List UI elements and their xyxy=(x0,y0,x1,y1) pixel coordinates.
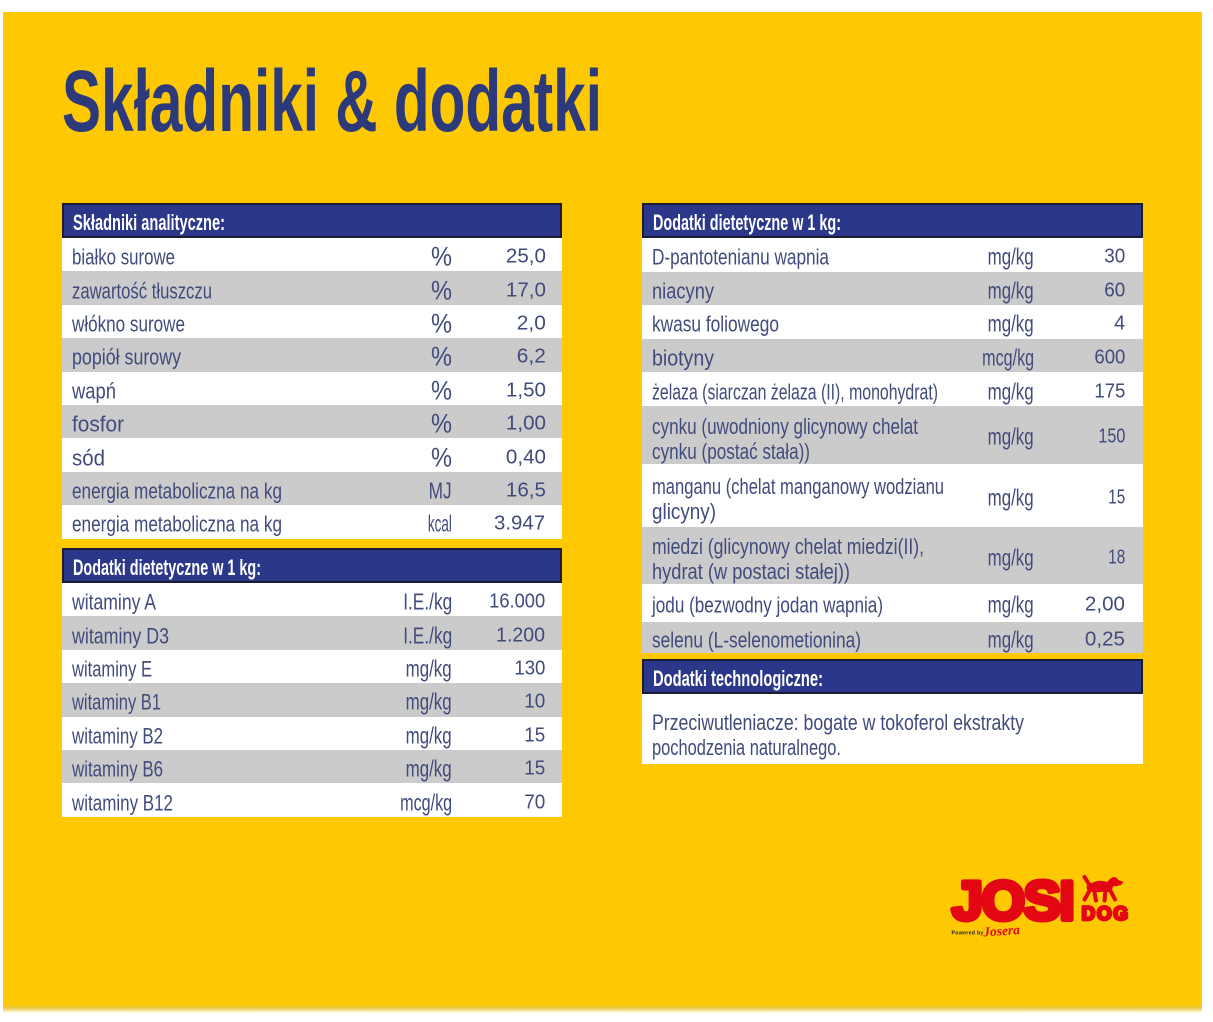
svg-text:Josera: Josera xyxy=(982,922,1021,940)
svg-text:JOSI: JOSI xyxy=(952,870,1073,931)
svg-text:Powered by: Powered by xyxy=(952,931,984,937)
svg-text:DOG: DOG xyxy=(1082,904,1130,925)
